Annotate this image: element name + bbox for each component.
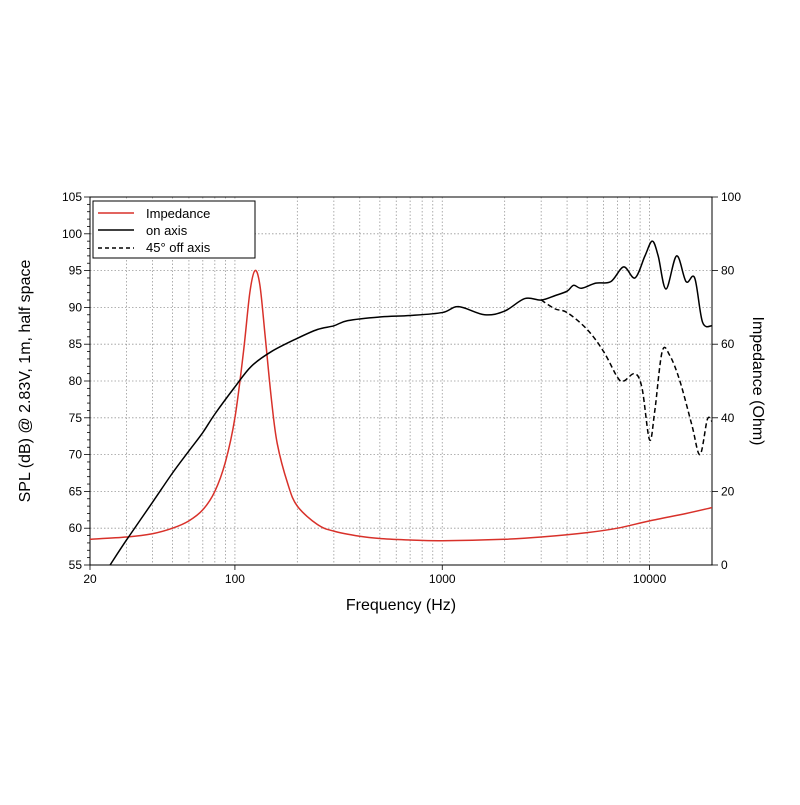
series-line-on-axis — [109, 240, 712, 565]
series-lines — [90, 240, 712, 565]
legend-label-impedance: Impedance — [146, 206, 210, 221]
legend-label-on-axis: on axis — [146, 223, 188, 238]
y2-tick-label: 40 — [721, 411, 735, 425]
y-tick-label: 75 — [69, 411, 83, 425]
y-tick-label: 100 — [62, 227, 82, 241]
y2-tick-label: 100 — [721, 190, 741, 204]
legend: Impedance on axis 45° off axis — [92, 200, 256, 259]
x-tick-label: 100 — [225, 572, 245, 586]
series-line-impedance — [90, 269, 712, 542]
y2-tick-label: 20 — [721, 484, 735, 498]
x-tick-label: 1000 — [429, 572, 456, 586]
y-tick-label: 60 — [69, 521, 83, 535]
series-line-45-off-axis — [540, 299, 712, 456]
x-tick-label: 20 — [83, 572, 97, 586]
y-tick-label: 70 — [69, 448, 83, 462]
y-tick-label: 55 — [69, 558, 83, 572]
y-tick-label: 95 — [69, 264, 83, 278]
axes: 55 60 65 70 75 80 85 90 95 100 105 0 20 40 60 80 100 20 10… — [62, 190, 741, 586]
x-axis-label: Frequency (Hz) — [346, 597, 456, 614]
y-tick-label: 90 — [69, 300, 83, 314]
legend-label-off-axis: 45° off axis — [146, 240, 211, 255]
y2-tick-label: 80 — [721, 264, 735, 278]
y-tick-label: 80 — [69, 374, 83, 388]
y2-axis-label: Impedance (Ohm) — [749, 317, 766, 446]
y-tick-label: 105 — [62, 190, 82, 204]
y-tick-label: 65 — [69, 484, 83, 498]
x-tick-label: 10000 — [633, 572, 667, 586]
y-axis-label: SPL (dB) @ 2.83V, 1m, half space — [17, 260, 34, 503]
y-tick-label: 85 — [69, 337, 83, 351]
y2-tick-label: 0 — [721, 558, 728, 572]
grid — [90, 197, 712, 565]
y2-tick-label: 60 — [721, 337, 735, 351]
